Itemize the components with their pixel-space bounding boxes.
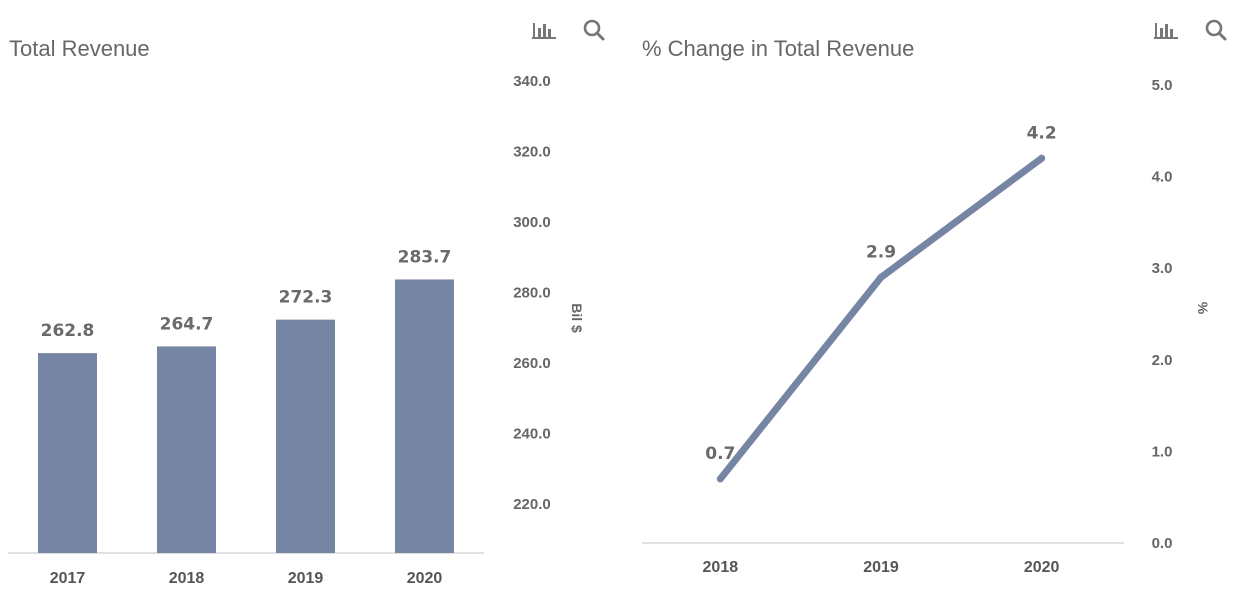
chart-title: Total Revenue: [9, 36, 150, 61]
y-axis-label: %: [1195, 302, 1211, 315]
bar-chart: 220.0 240.0 260.0 280.0 300.0 320.0 340.0 Bil $…: [8, 73, 585, 587]
y-tick-label: 240.0: [513, 426, 551, 443]
y-tick-label: 2.0: [1152, 352, 1173, 369]
chart-title: % Change in Total Revenue: [642, 36, 915, 61]
y-tick-label: 3.0: [1152, 260, 1173, 277]
y-tick-label: 220.0: [513, 496, 551, 513]
y-tick-label: 260.0: [513, 355, 551, 372]
data-label: 264.7: [160, 314, 214, 334]
bar: [395, 279, 454, 553]
x-tick-label: 2020: [1024, 559, 1060, 576]
data-label: 262.8: [41, 321, 95, 341]
search-icon[interactable]: [580, 16, 608, 44]
x-tick-label: 2018: [169, 570, 205, 587]
y-tick-label: 1.0: [1152, 443, 1173, 460]
data-label: 272.3: [279, 288, 333, 308]
y-tick-label: 4.0: [1152, 169, 1173, 186]
bar: [157, 346, 216, 553]
data-label: 2.9: [866, 242, 896, 262]
x-tick-label: 2020: [407, 570, 443, 587]
data-label: 283.7: [398, 247, 452, 267]
x-tick-label: 2017: [50, 570, 86, 587]
line-chart: 0.0 1.0 2.0 3.0 4.0 5.0% 0.7 2018 2.9 2019 4.2 2020: [642, 77, 1211, 576]
bar: [276, 319, 335, 553]
bar-chart-icon[interactable]: [530, 16, 558, 44]
bar-chart-icon[interactable]: [1152, 16, 1180, 44]
chart-toolbar: [530, 16, 608, 44]
y-tick-label: 0.0: [1152, 535, 1173, 552]
data-point: [1038, 154, 1046, 162]
chart-toolbar: [1152, 16, 1230, 44]
revenue-chart-panel: Total Revenue 220.0 240.0 260.0 280.0 300.0 3…: [0, 0, 620, 599]
data-label: 0.7: [705, 444, 735, 464]
y-axis-label: Bil $: [569, 303, 585, 333]
x-tick-label: 2019: [863, 559, 899, 576]
y-tick-label: 300.0: [513, 214, 551, 231]
y-tick-label: 280.0: [513, 285, 551, 302]
data-label: 4.2: [1027, 123, 1057, 143]
y-tick-label: 5.0: [1152, 77, 1173, 94]
x-tick-label: 2018: [703, 559, 739, 576]
y-tick-label: 340.0: [513, 73, 551, 90]
y-tick-label: 320.0: [513, 144, 551, 161]
bar: [38, 353, 97, 553]
data-point: [716, 475, 724, 483]
search-icon[interactable]: [1202, 16, 1230, 44]
data-point: [877, 273, 885, 281]
x-tick-label: 2019: [288, 570, 324, 587]
change-chart-panel: % Change in Total Revenue 0.0 1.0 2.0 3.0 4.…: [620, 0, 1242, 599]
series-line: [716, 154, 1046, 483]
